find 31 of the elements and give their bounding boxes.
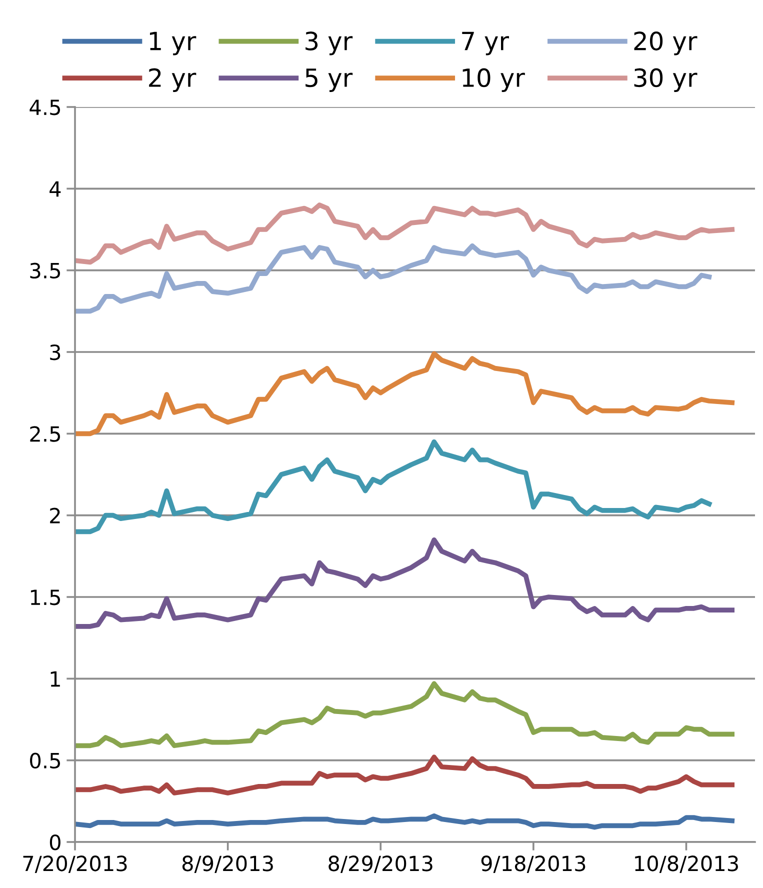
y-tick-label: 3 bbox=[50, 344, 60, 360]
legend-label: 5 yr bbox=[306, 68, 353, 92]
line-series bbox=[75, 754, 735, 796]
y-tick-label: 4 bbox=[50, 181, 61, 197]
line-series bbox=[75, 351, 735, 436]
y-tick-label: 1 bbox=[50, 671, 60, 687]
x-tick-label: 8/29/2013 bbox=[328, 856, 432, 873]
line-series bbox=[75, 537, 735, 629]
line-series bbox=[75, 439, 712, 534]
line-series bbox=[75, 813, 735, 830]
legend-label: 10 yr bbox=[462, 68, 525, 92]
legend-label: 20 yr bbox=[634, 32, 698, 56]
x-tick-label: 7/20/2013 bbox=[23, 856, 127, 873]
line-series bbox=[75, 202, 735, 265]
y-tick-label: 2.5 bbox=[30, 426, 60, 442]
y-tick-label: 3.5 bbox=[30, 262, 60, 279]
x-tick-label: 10/8/2013 bbox=[635, 856, 738, 873]
line-series bbox=[75, 243, 712, 314]
x-tick-label: 9/18/2013 bbox=[481, 856, 586, 873]
y-tick-label: 0 bbox=[50, 834, 60, 850]
legend-label: 2 yr bbox=[149, 68, 196, 92]
legend-label: 7 yr bbox=[462, 32, 510, 56]
line-series bbox=[75, 681, 735, 748]
y-tick-label: 1.5 bbox=[30, 590, 60, 606]
y-tick-label: 4.5 bbox=[30, 100, 60, 116]
legend-label: 30 yr bbox=[634, 68, 698, 92]
y-tick-label: 2 bbox=[50, 508, 60, 524]
legend-label: 3 yr bbox=[306, 32, 353, 56]
x-tick-label: 8/9/2013 bbox=[182, 856, 273, 873]
legend-label: 1 yr bbox=[150, 32, 196, 56]
y-tick-label: 0.5 bbox=[30, 752, 60, 769]
